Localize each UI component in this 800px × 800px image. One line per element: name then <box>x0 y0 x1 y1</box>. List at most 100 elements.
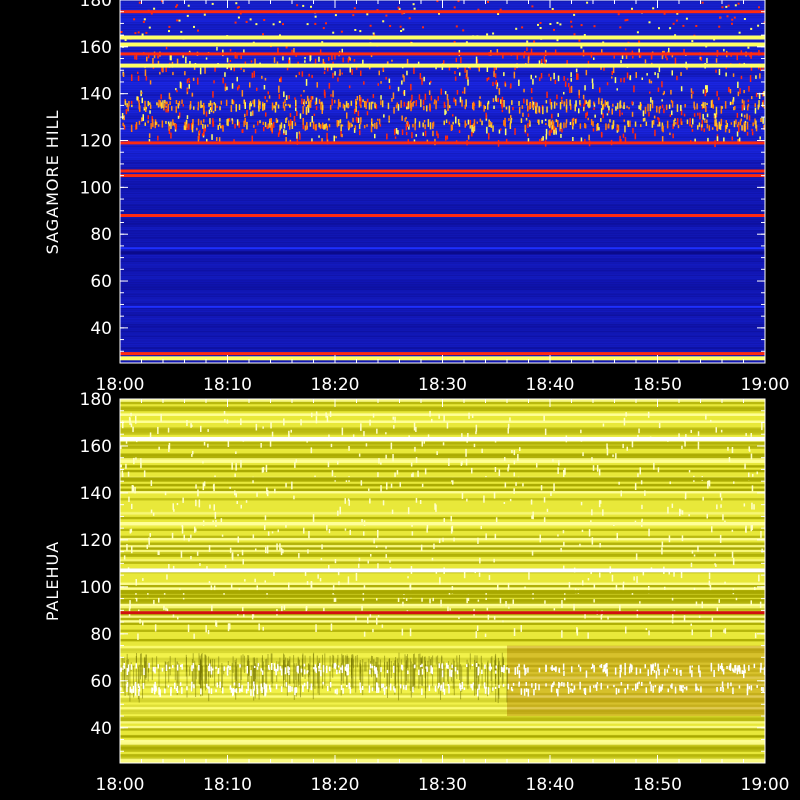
band-noise <box>657 124 659 127</box>
palehua-speckle <box>311 412 313 418</box>
palehua-speckle <box>347 498 350 501</box>
sagamore-speckle <box>749 75 752 82</box>
palehua-speckle <box>172 503 174 510</box>
band-noise <box>128 101 130 107</box>
sagamore-speckle <box>623 77 625 83</box>
sagamore-speckle <box>527 123 529 128</box>
palehua-hatch <box>250 665 252 692</box>
palehua-speckle <box>517 454 519 461</box>
band-noise <box>423 106 425 111</box>
band-noise <box>560 122 562 129</box>
band-noise <box>495 665 497 669</box>
band-noise <box>260 668 263 672</box>
palehua-hatch <box>140 653 141 680</box>
band-noise <box>654 662 657 667</box>
band-noise <box>724 101 727 109</box>
sagamore-speckle <box>593 103 596 107</box>
palehua-speckle <box>280 547 283 556</box>
sagamore-speckle <box>498 129 501 134</box>
palehua-speckle <box>591 537 594 545</box>
band-noise <box>455 100 457 106</box>
palehua-speckle <box>511 450 513 454</box>
sagamore-speckle <box>751 128 753 132</box>
sagamore-speckle <box>692 118 694 125</box>
sagamore-speckle <box>565 119 568 124</box>
palehua-speckle <box>497 584 499 592</box>
band-noise <box>525 668 527 674</box>
palehua-speckle <box>611 574 614 582</box>
sagamore-speckle <box>566 78 569 81</box>
palehua-hatch <box>491 656 493 693</box>
band-noise <box>324 124 326 130</box>
sagamore-speckle <box>750 67 753 71</box>
band-noise <box>676 104 679 112</box>
band-noise <box>447 664 449 669</box>
band-noise <box>253 681 255 686</box>
palehua-hatch <box>200 659 201 678</box>
palehua-hatch <box>352 655 354 689</box>
sagamore-speckle <box>550 77 552 81</box>
palehua-speckle <box>266 545 269 554</box>
palehua-row <box>120 730 765 733</box>
band-noise <box>545 123 547 126</box>
band-noise <box>596 682 599 685</box>
palehua-speckle <box>385 554 387 559</box>
palehua-hatch <box>195 664 197 697</box>
band-noise <box>550 666 552 670</box>
band-noise <box>370 125 373 133</box>
band-noise <box>166 101 168 104</box>
palehua-speckle <box>485 476 487 479</box>
band-noise <box>268 667 270 670</box>
sagamore-speckle <box>133 18 136 21</box>
band-noise <box>294 122 297 126</box>
sagamore-speckle <box>359 30 362 33</box>
sagamore-speckle <box>134 32 137 35</box>
palehua-hatch <box>248 666 250 689</box>
sagamore-speckle <box>377 83 379 86</box>
palehua-hatch <box>430 659 431 672</box>
band-noise <box>754 103 756 107</box>
palehua-speckle <box>486 607 489 611</box>
band-noise <box>287 666 289 674</box>
sagamore-speckle <box>539 27 542 29</box>
palehua-hatch <box>443 661 445 684</box>
sagamore-speckle <box>750 27 753 30</box>
sagamore-speckle <box>379 124 382 127</box>
palehua-speckle <box>693 554 696 557</box>
palehua-speckle <box>191 453 193 457</box>
band-noise <box>661 122 664 130</box>
sagamore-speckle <box>706 119 708 124</box>
band-noise <box>628 107 630 110</box>
palehua-speckle <box>315 624 317 632</box>
band-noise <box>414 122 416 131</box>
sagamore-speckle <box>539 77 541 82</box>
sagamore-speckle <box>757 24 760 27</box>
palehua-speckle <box>438 538 441 544</box>
band-noise <box>538 667 541 673</box>
sagamore-speckle <box>265 112 267 117</box>
band-noise <box>309 103 311 108</box>
band-noise <box>611 125 613 130</box>
palehua-speckle <box>195 499 197 507</box>
band-noise <box>492 687 494 691</box>
band-noise <box>520 688 523 695</box>
band-noise <box>294 687 296 696</box>
band-noise <box>176 664 179 671</box>
palehua-row <box>120 509 765 513</box>
band-noise <box>471 686 473 689</box>
sagamore-row <box>120 206 765 209</box>
sagamore-speckle <box>123 125 126 130</box>
sagamore-speckle <box>523 98 525 104</box>
band-noise <box>337 665 340 668</box>
sagamore-speckle <box>578 108 580 114</box>
band-noise <box>438 682 440 687</box>
band-noise <box>217 668 220 674</box>
sagamore-row <box>120 124 765 127</box>
sagamore-speckle <box>437 96 439 101</box>
sagamore-row <box>120 177 765 181</box>
band-noise <box>697 688 700 691</box>
band-noise <box>624 662 626 669</box>
sagamore-speckle <box>693 101 695 108</box>
palehua-speckle <box>563 541 565 547</box>
sagamore-speckle <box>348 56 350 60</box>
